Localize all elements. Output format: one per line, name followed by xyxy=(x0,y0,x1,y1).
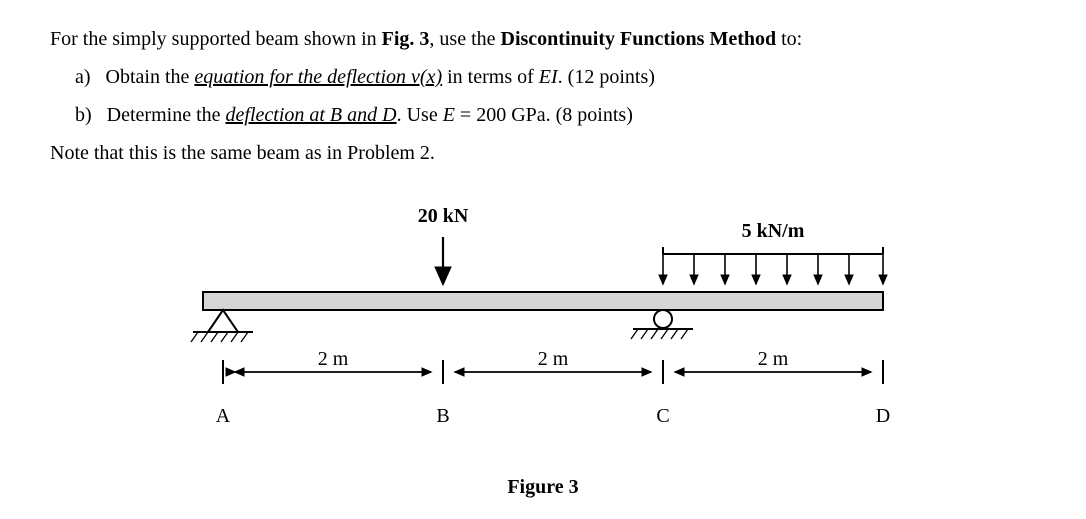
b-underlined: deflection at B and D xyxy=(226,104,397,126)
beam-body xyxy=(203,292,883,310)
dist-load-label: 5 kN/m xyxy=(742,220,805,242)
label-c: C xyxy=(656,405,669,427)
part-b-letter: b) xyxy=(75,96,92,134)
part-a-letter: a) xyxy=(75,58,91,96)
b-post-pre: . Use xyxy=(397,104,443,126)
part-b: b) Determine the deflection at B and D. … xyxy=(75,96,1036,134)
dim-bc: 2 m xyxy=(538,348,569,370)
point-load: 20 kN xyxy=(418,205,469,284)
label-b: B xyxy=(436,405,449,427)
a-post-pre: in terms of xyxy=(442,66,539,88)
figure-caption: Figure 3 xyxy=(50,476,1036,499)
a-underlined: equation for the deflection v(x) xyxy=(194,66,442,88)
pin-support-a xyxy=(191,310,253,342)
a-points: . (12 points) xyxy=(558,66,655,88)
beam-diagram: 20 kN 5 kN/m xyxy=(163,192,923,462)
intro-line: For the simply supported beam shown in F… xyxy=(50,20,1036,58)
intro-post: to: xyxy=(776,28,802,50)
roller-support-c xyxy=(631,310,693,339)
dimension-lines: 2 m 2 m 2 m xyxy=(223,348,883,384)
problem-text: For the simply supported beam shown in F… xyxy=(50,20,1036,172)
intro-mid: , use the xyxy=(429,28,500,50)
figure-container: 20 kN 5 kN/m xyxy=(50,192,1036,499)
b-pre: Determine the xyxy=(107,104,226,126)
label-d: D xyxy=(876,405,890,427)
b-e: E xyxy=(443,104,455,126)
point-load-label: 20 kN xyxy=(418,205,469,227)
dim-cd: 2 m xyxy=(758,348,789,370)
label-a: A xyxy=(216,405,231,427)
fig-ref: Fig. 3 xyxy=(382,28,430,50)
a-pre: Obtain the xyxy=(106,66,195,88)
note-line: Note that this is the same beam as in Pr… xyxy=(50,134,1036,172)
a-ei: EI xyxy=(539,66,558,88)
intro-pre: For the simply supported beam shown in xyxy=(50,28,382,50)
method-name: Discontinuity Functions Method xyxy=(501,28,777,50)
part-a: a) Obtain the equation for the deflectio… xyxy=(75,58,1036,96)
b-eq: = 200 GPa. (8 points) xyxy=(455,104,633,126)
dim-ab: 2 m xyxy=(318,348,349,370)
distributed-load: 5 kN/m xyxy=(663,220,883,284)
